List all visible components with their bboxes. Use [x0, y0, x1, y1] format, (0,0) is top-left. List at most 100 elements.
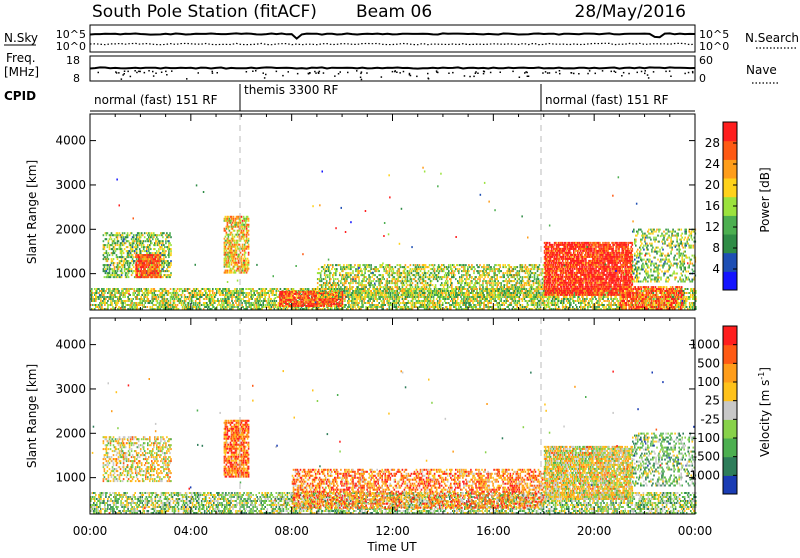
- scatter-cell: [192, 300, 194, 302]
- scatter-cell: [378, 302, 380, 304]
- scatter-cell: [368, 292, 370, 294]
- scatter-cell: [184, 298, 186, 300]
- scatter-cell: [212, 304, 214, 306]
- scatter-cell: [256, 298, 258, 300]
- scatter-cell: [149, 232, 151, 234]
- scatter-cell: [368, 302, 370, 304]
- scatter-cell: [128, 260, 130, 262]
- scatter-cell: [164, 296, 166, 298]
- scatter-cell: [151, 288, 153, 290]
- scatter-cell: [188, 304, 190, 306]
- scatter-cell: [129, 234, 131, 236]
- scatter-cell: [507, 300, 509, 302]
- scatter-cell: [120, 266, 122, 268]
- scatter-cell: [253, 306, 255, 308]
- scatter-cell: [377, 304, 379, 306]
- scatter-cell: [499, 306, 501, 308]
- scatter-cell: [405, 306, 407, 308]
- scatter-cell: [176, 306, 178, 308]
- scatter-cell: [683, 290, 685, 292]
- scatter-cell: [116, 272, 118, 274]
- scatter-cell: [100, 298, 102, 300]
- scatter-cell: [364, 302, 366, 304]
- scatter-cell: [141, 244, 143, 246]
- scatter-cell: [105, 272, 107, 274]
- nave-dot: [549, 72, 551, 74]
- scatter-cell: [354, 306, 356, 308]
- scatter-cell: [167, 298, 169, 300]
- scatter-cell: [511, 304, 513, 306]
- scatter-cell: [224, 266, 226, 268]
- nave-dot: [153, 75, 155, 77]
- scatter-cell: [162, 240, 164, 242]
- nave-dot: [623, 72, 625, 74]
- scatter-cell: [693, 304, 695, 306]
- scatter-cell: [231, 224, 233, 226]
- scatter-cell: [444, 288, 446, 290]
- scatter-cell: [400, 302, 402, 304]
- scatter-cell: [576, 306, 578, 308]
- scatter-cell: [109, 272, 111, 274]
- scatter-cell: [148, 298, 150, 300]
- scatter-cell: [229, 306, 231, 308]
- nave-dot: [186, 78, 188, 80]
- scatter-cell: [206, 302, 208, 304]
- scatter-cell: [504, 296, 506, 298]
- scatter-cell: [450, 300, 452, 302]
- scatter-cell: [225, 242, 227, 244]
- scatter-cell: [168, 246, 170, 248]
- scatter-cell: [148, 266, 150, 268]
- scatter-cell: [233, 218, 235, 220]
- scatter-cell: [117, 244, 119, 246]
- scatter-cell: [133, 242, 135, 244]
- scatter-cell: [170, 262, 172, 264]
- scatter-cell: [164, 298, 166, 300]
- nave-dot: [144, 72, 146, 74]
- scatter-cell: [151, 232, 153, 234]
- scatter-cell: [174, 290, 176, 292]
- scatter-cell: [170, 304, 172, 306]
- scatter-cell: [482, 288, 484, 290]
- scatter-cell: [122, 272, 124, 274]
- scatter-cell: [230, 290, 232, 292]
- scatter-cell: [226, 232, 228, 234]
- scatter-cell: [122, 234, 124, 236]
- scatter-cell: [526, 288, 528, 290]
- scatter-cell: [352, 300, 354, 302]
- scatter-cell: [235, 272, 237, 274]
- scatter-cell: [479, 306, 481, 308]
- scatter-cell: [139, 276, 141, 278]
- scatter-cell: [398, 306, 400, 308]
- scatter-cell: [534, 306, 536, 308]
- scatter-cell: [348, 304, 350, 306]
- scatter-cell: [219, 300, 221, 302]
- scatter-cell: [414, 288, 416, 290]
- scatter-cell: [170, 264, 172, 266]
- scatter-cell: [479, 298, 481, 300]
- scatter-cell: [269, 294, 271, 296]
- scatter-cell: [578, 302, 580, 304]
- scatter-cell: [463, 298, 465, 300]
- scatter-cell: [98, 304, 100, 306]
- scatter-cell: [230, 234, 232, 236]
- scatter-cell: [101, 304, 103, 306]
- scatter-cell: [227, 270, 229, 272]
- scatter-cell: [250, 292, 252, 294]
- scatter-cell: [483, 306, 485, 308]
- scatter-cell: [168, 290, 170, 292]
- scatter-cell: [235, 248, 237, 250]
- scatter-cell: [278, 306, 280, 308]
- nave-dot: [615, 72, 617, 74]
- scatter-cell: [131, 232, 133, 234]
- scatter-cell: [233, 290, 235, 292]
- nave-dot: [573, 73, 575, 75]
- scatter-cell: [242, 294, 244, 296]
- scatter-cell: [548, 302, 550, 304]
- scatter-cell: [181, 302, 183, 304]
- scatter-cell: [181, 304, 183, 306]
- scatter-cell: [591, 302, 593, 304]
- scatter-cell: [524, 298, 526, 300]
- scatter-cell: [204, 298, 206, 300]
- scatter-cell: [273, 292, 275, 294]
- scatter-cell: [145, 302, 147, 304]
